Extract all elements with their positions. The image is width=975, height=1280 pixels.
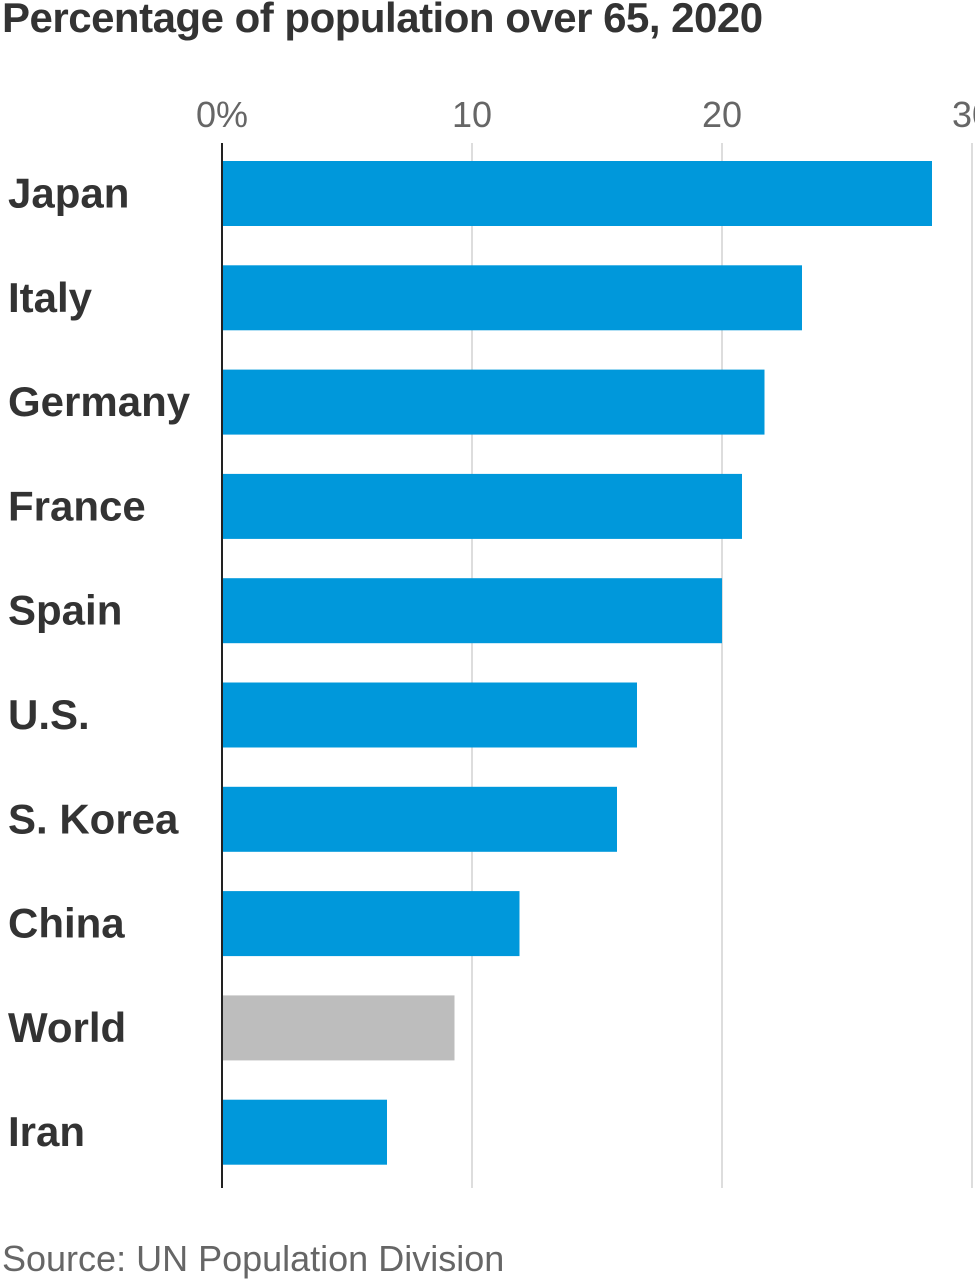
- category-label-france: France: [8, 482, 146, 529]
- x-tick-label: 30: [952, 94, 975, 135]
- category-label-italy: Italy: [8, 274, 93, 321]
- category-label-japan: Japan: [8, 170, 129, 217]
- bar-france: [222, 473, 742, 539]
- category-label-spain: Spain: [8, 587, 122, 634]
- category-labels: Japan Italy Germany France Spain U.S. S. Korea…: [8, 170, 191, 1156]
- bar-japan: [222, 161, 932, 226]
- category-label-germany: Germany: [8, 378, 191, 425]
- x-tick-label: 10: [452, 94, 492, 135]
- source-note: Source: UN Population Division: [2, 1238, 505, 1279]
- x-tick-label: 0%: [196, 94, 248, 135]
- bar-spain: [222, 578, 722, 644]
- bar-s-korea: [222, 786, 617, 852]
- category-label-s-korea: S. Korea: [8, 795, 179, 842]
- bar-iran: [222, 1099, 387, 1165]
- bar-u-s: [222, 682, 637, 748]
- category-label-iran: Iran: [8, 1108, 85, 1155]
- category-label-world: World: [8, 1004, 126, 1051]
- bar-italy: [222, 265, 802, 331]
- bar-china: [222, 891, 520, 957]
- bars: [222, 161, 932, 1165]
- bar-world: [222, 995, 455, 1061]
- category-label-u-s: U.S.: [8, 691, 90, 738]
- category-label-china: China: [8, 900, 125, 947]
- x-tick-labels: 0% 10 20 30: [196, 94, 975, 135]
- bar-germany: [222, 369, 765, 435]
- x-tick-label: 20: [702, 94, 742, 135]
- chart-title: Percentage of population over 65, 2020: [2, 0, 763, 41]
- bar-chart: 0% 10 20 30 Japan Italy Germany France Spain U.S…: [8, 94, 975, 1188]
